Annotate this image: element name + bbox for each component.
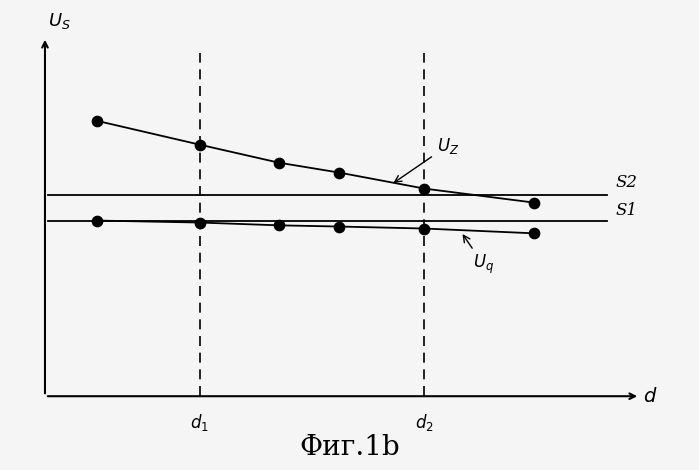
Point bbox=[528, 229, 540, 237]
Point bbox=[419, 185, 430, 192]
Text: S2: S2 bbox=[616, 173, 637, 191]
Point bbox=[334, 169, 345, 176]
Point bbox=[419, 225, 430, 232]
Text: $d_2$: $d_2$ bbox=[415, 412, 434, 433]
Point bbox=[528, 199, 540, 206]
Text: $U_q$: $U_q$ bbox=[463, 235, 494, 276]
Point bbox=[273, 159, 284, 166]
Point bbox=[91, 217, 102, 224]
Point bbox=[194, 219, 206, 226]
Text: $U_S$: $U_S$ bbox=[48, 11, 71, 31]
Point bbox=[334, 223, 345, 230]
Text: S1: S1 bbox=[616, 202, 637, 219]
Text: $U_Z$: $U_Z$ bbox=[395, 136, 459, 182]
Text: $d$: $d$ bbox=[643, 387, 658, 406]
Point bbox=[91, 117, 102, 125]
Point bbox=[194, 141, 206, 149]
Text: Фиг.1b: Фиг.1b bbox=[299, 434, 400, 461]
Point bbox=[273, 221, 284, 229]
Text: $d_1$: $d_1$ bbox=[190, 412, 209, 433]
